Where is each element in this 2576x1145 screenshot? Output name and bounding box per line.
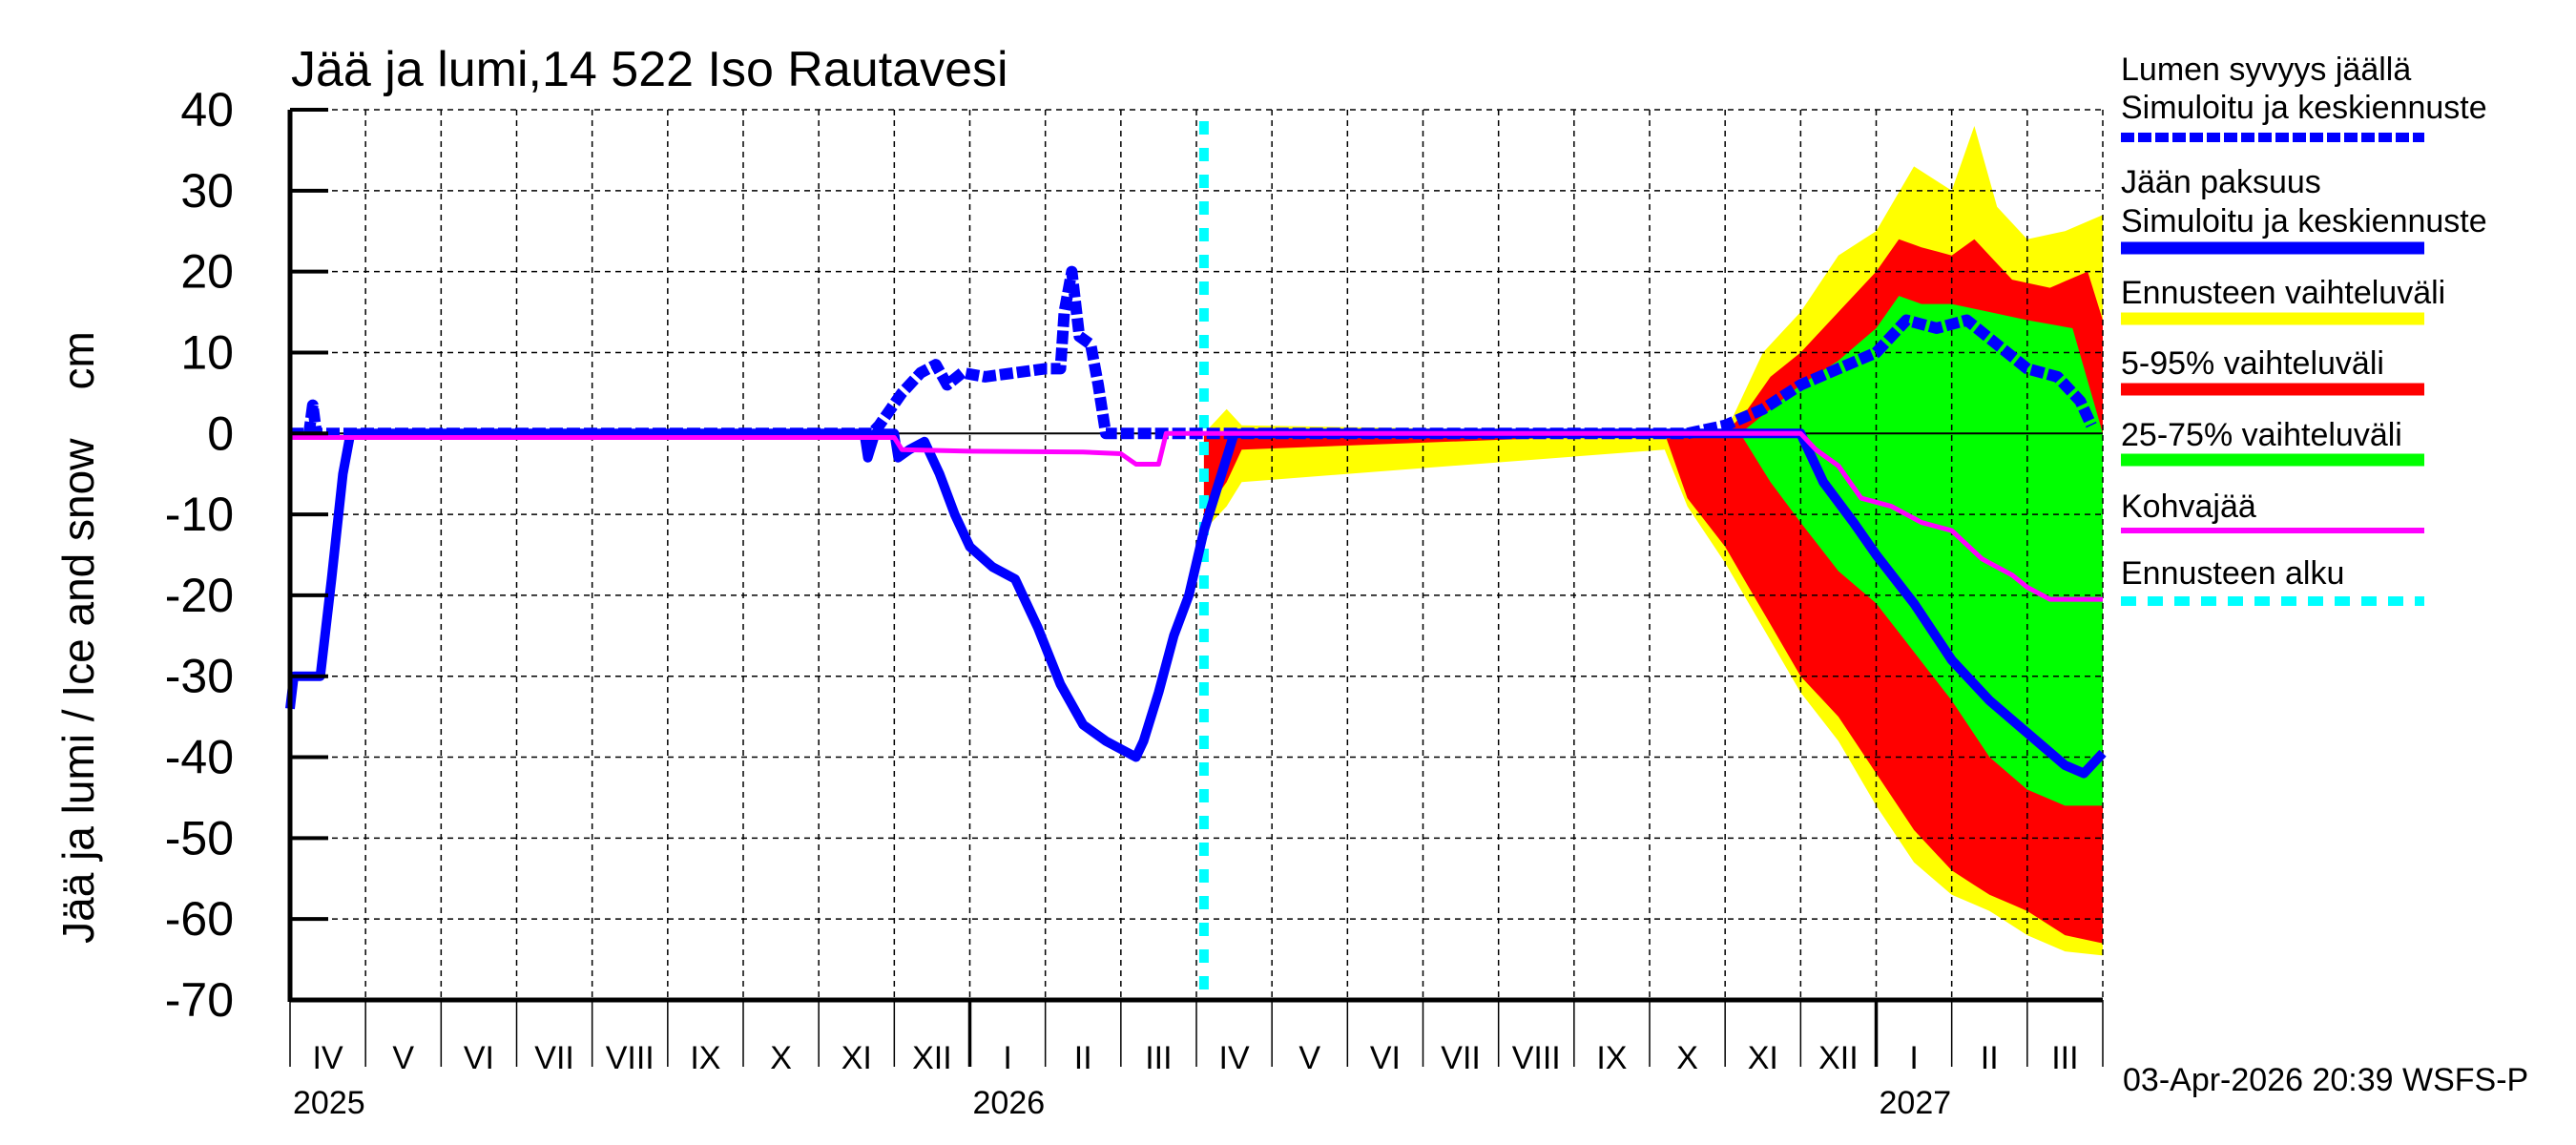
month-label: XI	[841, 1040, 872, 1076]
month-label: IV	[1219, 1040, 1250, 1076]
y-axis-ticks: 40 30 20 10 0 -10 -20 -30 -40 -50 -60 -70	[165, 83, 328, 1027]
month-label: III	[2051, 1040, 2078, 1076]
y-tick-label: -60	[165, 892, 234, 946]
month-label: III	[1145, 1040, 1172, 1076]
year-label: 2026	[973, 1085, 1046, 1121]
y-tick-label: -20	[165, 569, 234, 622]
y-tick-label: 40	[180, 83, 234, 136]
month-label: V	[1298, 1040, 1320, 1076]
month-label: XII	[1818, 1040, 1859, 1076]
month-label: VII	[534, 1040, 574, 1076]
y-axis-label: Jää ja lumi / Ice and snow cm	[53, 331, 103, 944]
legend-item: Ennusteen alku	[2121, 555, 2424, 606]
month-label: V	[392, 1040, 414, 1076]
legend-label: Simuloitu ja keskiennuste	[2121, 90, 2487, 126]
legend-item: Ennusteen vaihteluväli	[2121, 275, 2445, 325]
month-label: IX	[1596, 1040, 1627, 1076]
x-axis-month-ticks: IV V VI VII VIII IX X XI XII I II III IV V VI VII VIII IX…	[289, 1000, 2104, 1121]
legend-item: Kohvajää	[2121, 489, 2424, 533]
month-label: VI	[464, 1040, 494, 1076]
data-lines	[285, 265, 2107, 779]
legend-label: Ennusteen alku	[2121, 555, 2344, 592]
legend-label: Simuloitu ja keskiennuste	[2121, 203, 2487, 239]
month-label: XI	[1748, 1040, 1778, 1076]
month-label: IX	[690, 1040, 720, 1076]
legend-item: 25-75% vaihteluväli	[2121, 417, 2424, 467]
y-tick-label: 30	[180, 164, 234, 218]
y-tick-label: 20	[180, 245, 234, 299]
chart-title: Jää ja lumi,14 522 Iso Rautavesi	[291, 42, 1008, 97]
line-snow_median	[290, 265, 2097, 440]
month-label: I	[1003, 1040, 1011, 1076]
timestamp: 03-Apr-2026 20:39 WSFS-P	[2123, 1062, 2528, 1098]
forecast-bands	[1203, 126, 2103, 956]
month-label: II	[1981, 1040, 1999, 1076]
legend-label: Kohvajää	[2121, 489, 2256, 525]
year-label: 2027	[1880, 1085, 1952, 1121]
month-label: VIII	[1512, 1040, 1561, 1076]
y-tick-label: -10	[165, 488, 234, 541]
band-range_25_75	[1740, 296, 2103, 806]
month-label: IV	[313, 1040, 343, 1076]
svg-text:Jää ja lumi / Ice and snow: Jää ja lumi / Ice and snow cm	[53, 331, 103, 944]
month-label: VI	[1370, 1040, 1401, 1076]
legend-label: 25-75% vaihteluväli	[2121, 417, 2402, 453]
legend-label: 5-95% vaihteluväli	[2121, 345, 2384, 382]
month-label: VIII	[606, 1040, 654, 1076]
year-label: 2025	[293, 1085, 365, 1121]
month-label: I	[1909, 1040, 1918, 1076]
y-tick-label: -30	[165, 650, 234, 703]
line-ice_median	[285, 428, 2107, 779]
y-tick-label: -70	[165, 973, 234, 1027]
month-label: X	[770, 1040, 792, 1076]
y-tick-label: 10	[180, 325, 234, 379]
y-tick-label: 0	[207, 406, 234, 460]
grid-lines	[290, 109, 2104, 1000]
y-tick-label: -50	[165, 811, 234, 864]
month-label: X	[1676, 1040, 1698, 1076]
line-slush_ice	[290, 430, 2103, 602]
legend-label: Lumen syvyys jäällä	[2121, 52, 2411, 88]
legend-label: Ennusteen vaihteluväli	[2121, 275, 2445, 311]
legend-item: 5-95% vaihteluväli	[2121, 345, 2424, 396]
month-label: VII	[1441, 1040, 1481, 1076]
legend-label: Jään paksuus	[2121, 164, 2321, 200]
y-tick-label: -40	[165, 731, 234, 784]
month-label: II	[1074, 1040, 1092, 1076]
month-label: XII	[912, 1040, 952, 1076]
